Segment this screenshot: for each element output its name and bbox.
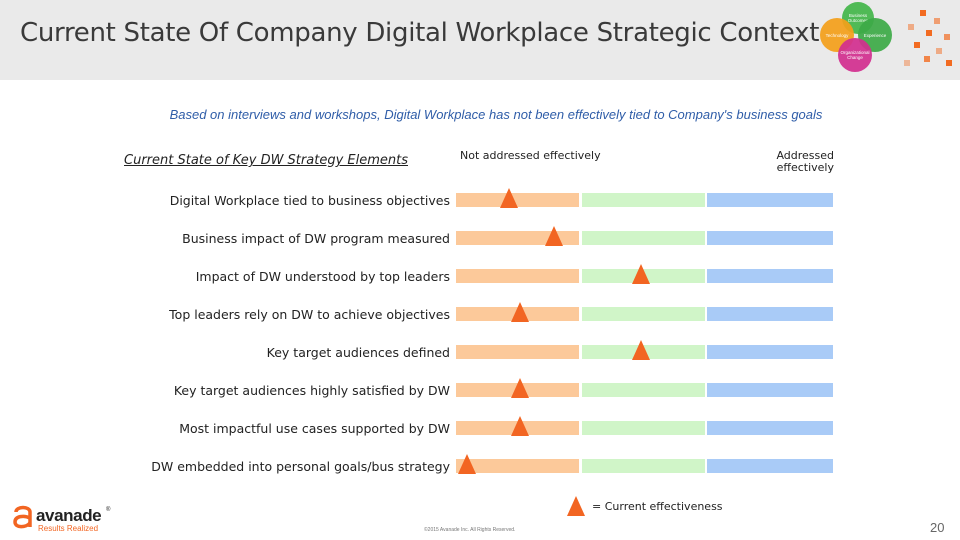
dot — [926, 30, 932, 36]
dot — [944, 34, 950, 40]
bar-segment-mid — [582, 193, 705, 207]
current-effectiveness-marker — [458, 454, 477, 474]
dot — [914, 42, 920, 48]
current-effectiveness-marker — [511, 378, 530, 398]
dot — [920, 10, 926, 16]
avanade-logo-icon — [13, 505, 32, 529]
bar-segment-high — [707, 345, 833, 359]
row-label: Key target audiences highly satisfied by… — [173, 383, 450, 398]
dot — [946, 60, 952, 66]
bar-segment-low — [456, 269, 579, 283]
legend-text: = Current effectiveness — [592, 500, 723, 513]
current-effectiveness-marker — [631, 264, 650, 284]
dot — [934, 18, 940, 24]
subtitle: Based on interviews and workshops, Digit… — [169, 107, 823, 122]
strategy-circles-graphic: Business Outcomes Technology Experience … — [818, 0, 908, 74]
bar-segment-mid — [582, 231, 705, 245]
row-label: Digital Workplace tied to business objec… — [169, 193, 450, 208]
row-label: Impact of DW understood by top leaders — [195, 269, 450, 284]
logo-registered-mark: ® — [106, 507, 111, 513]
avanade-logo: avanade ® Results Realized — [12, 503, 132, 535]
bar-segment-mid — [582, 307, 705, 321]
bar-segment-mid — [582, 459, 705, 473]
row-label: Business impact of DW program measured — [182, 231, 450, 246]
copyright-text: ©2015 Avanade Inc. All Rights Reserved. — [424, 527, 516, 533]
bar-segment-high — [707, 231, 833, 245]
bar-segment-high — [707, 459, 833, 473]
current-effectiveness-marker — [511, 416, 530, 436]
current-effectiveness-marker — [545, 226, 564, 246]
current-effectiveness-marker — [631, 340, 650, 360]
dot — [908, 24, 914, 30]
bar-segment-high — [707, 383, 833, 397]
header-bar: Current State Of Company Digital Workpla… — [0, 0, 960, 80]
current-effectiveness-marker — [511, 302, 530, 322]
bar-segment-high — [707, 269, 833, 283]
decorative-dots-pattern — [900, 4, 956, 74]
dot — [924, 56, 930, 62]
row-label: Top leaders rely on DW to achieve object… — [169, 307, 450, 322]
logo-word: avanade — [36, 506, 102, 525]
bar-segment-mid — [582, 421, 705, 435]
bar-segment-low — [456, 459, 579, 473]
bar-segment-high — [707, 421, 833, 435]
row-label: Key target audiences defined — [266, 345, 450, 360]
page-number: 20 — [930, 520, 945, 535]
row-label: DW embedded into personal goals/bus stra… — [151, 459, 450, 474]
circle-organizational-change: Organizational Change — [838, 38, 872, 72]
bar-segment-low — [456, 345, 579, 359]
row-label: Most impactful use cases supported by DW — [179, 421, 450, 436]
column-header: Current State of Key DW Strategy Element… — [124, 153, 408, 168]
dot — [904, 60, 910, 66]
bar-segment-mid — [582, 383, 705, 397]
bar-segment-high — [707, 307, 833, 321]
current-effectiveness-marker — [499, 188, 518, 208]
scale-left-label: Not addressed effectively — [460, 149, 601, 162]
bar-segment-high — [707, 193, 833, 207]
logo-tagline: Results Realized — [38, 524, 99, 533]
scale-right-label: Addressed effectively — [776, 149, 834, 174]
slide-title: Current State Of Company Digital Workpla… — [20, 18, 820, 48]
dot — [936, 48, 942, 54]
triangle-marker-icon — [567, 496, 585, 516]
